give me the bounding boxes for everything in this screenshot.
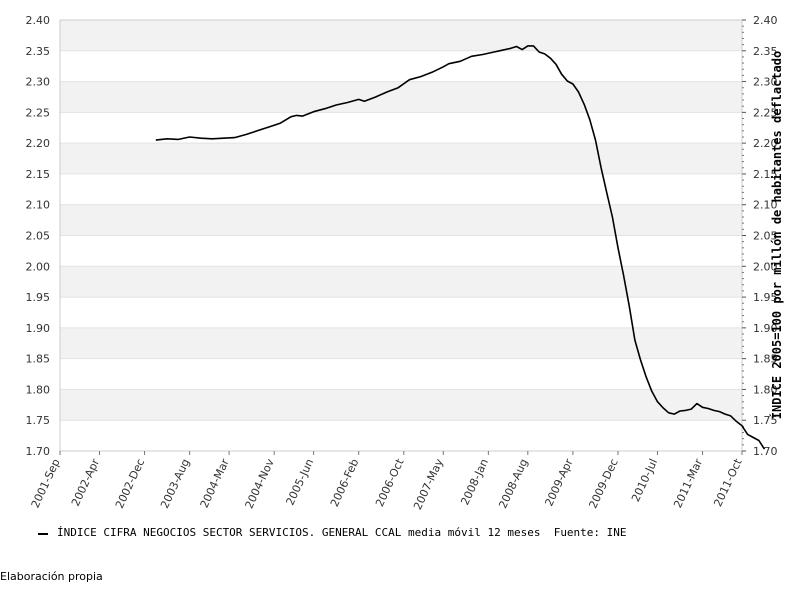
legend-label: ÍNDICE CIFRA NEGOCIOS SECTOR SERVICIOS. … bbox=[57, 526, 627, 539]
x-tick-label: 2011-Oct bbox=[711, 456, 745, 509]
y-tick-label-left: 2.25 bbox=[26, 106, 51, 119]
y-tick-label-right: 2.00 bbox=[753, 260, 778, 273]
y-tick-label-right: 2.05 bbox=[753, 230, 778, 243]
x-tick-label: 2006-Oct bbox=[373, 456, 407, 509]
right-y-axis-label: ÍNDICE 2005=100 por millón de habitantes… bbox=[769, 51, 784, 419]
y-tick-label-right: 1.80 bbox=[753, 383, 778, 396]
left-y-axis: 1.70 1.75 1.80 1.85 1.90 1.95 2.00 2.05 2.10 2.15… bbox=[26, 14, 51, 458]
x-tick-label: 2010-Jul bbox=[629, 457, 660, 504]
y-tick-label-left: 1.85 bbox=[26, 353, 51, 366]
x-tick-label: 2002-Dec bbox=[113, 457, 147, 511]
y-tick-label-left: 1.90 bbox=[26, 322, 51, 335]
grid-band bbox=[60, 143, 742, 174]
y-tick-label-right: 1.70 bbox=[753, 445, 778, 458]
y-tick-label-left: 1.80 bbox=[26, 383, 51, 396]
y-tick-label-left: 2.00 bbox=[26, 260, 51, 273]
legend: ÍNDICE CIFRA NEGOCIOS SECTOR SERVICIOS. … bbox=[38, 526, 627, 539]
grid-band bbox=[60, 81, 742, 113]
grid-band bbox=[60, 266, 742, 298]
grid-band bbox=[60, 204, 742, 236]
x-axis: 2001-Sep 2002-Apr 2002-Dec 2003-Aug 2004-Mar… bbox=[29, 451, 745, 512]
footnote: Elaboración propia bbox=[0, 570, 103, 583]
x-tick-label: 2005-Jun bbox=[284, 457, 317, 508]
y-tick-label-left: 2.15 bbox=[26, 168, 51, 181]
x-tick-label: 2003-Aug bbox=[158, 457, 192, 511]
right-y-axis: 1.70 1.75 1.80 1.85 1.90 1.95 2.00 2.05 2.10 2.15… bbox=[742, 14, 778, 458]
x-tick-label: 2004-Mar bbox=[198, 456, 232, 510]
grid-band bbox=[60, 20, 742, 51]
y-tick-label-right: 2.20 bbox=[753, 137, 778, 150]
y-tick-label-left: 1.70 bbox=[26, 445, 51, 458]
y-tick-label-left: 2.20 bbox=[26, 137, 51, 150]
y-tick-label-right: 1.75 bbox=[753, 414, 778, 427]
x-tick-label: 2009-Dec bbox=[586, 457, 620, 511]
x-tick-label: 2008-Jan bbox=[458, 457, 491, 507]
y-tick-label-right: 2.15 bbox=[753, 168, 778, 181]
x-tick-label: 2002-Apr bbox=[69, 456, 102, 508]
grid-band bbox=[60, 389, 742, 421]
y-tick-label-right: 2.10 bbox=[753, 199, 778, 212]
series-line bbox=[155, 45, 766, 450]
y-tick-label-left: 2.40 bbox=[26, 14, 51, 27]
plot-bands bbox=[60, 20, 742, 421]
x-tick-label: 2004-Nov bbox=[243, 456, 278, 510]
y-tick-label-left: 1.95 bbox=[26, 291, 51, 304]
y-tick-label-left: 2.10 bbox=[26, 199, 51, 212]
x-tick-label: 2001-Sep bbox=[29, 457, 63, 510]
y-tick-label-right: 2.40 bbox=[753, 14, 778, 27]
y-tick-label-right: 2.30 bbox=[753, 76, 778, 89]
grid-band bbox=[60, 327, 742, 359]
y-tick-label-left: 1.75 bbox=[26, 414, 51, 427]
y-tick-label-right: 1.90 bbox=[753, 322, 778, 335]
legend-swatch bbox=[38, 532, 48, 535]
y-tick-label-left: 2.30 bbox=[26, 76, 51, 89]
x-tick-label: 2007-May bbox=[411, 456, 446, 512]
y-tick-label-right: 2.35 bbox=[753, 45, 778, 58]
x-tick-label: 2006-Feb bbox=[328, 457, 362, 509]
x-tick-label: 2008-Aug bbox=[496, 457, 530, 511]
y-tick-label-right: 2.25 bbox=[753, 106, 778, 119]
x-tick-label: 2011-Mar bbox=[671, 456, 705, 510]
y-tick-label-left: 2.05 bbox=[26, 230, 51, 243]
y-tick-label-right: 1.95 bbox=[753, 291, 778, 304]
x-tick-label: 2009-Apr bbox=[542, 456, 575, 508]
y-tick-label-left: 2.35 bbox=[26, 45, 51, 58]
y-tick-label-right: 1.85 bbox=[753, 353, 778, 366]
